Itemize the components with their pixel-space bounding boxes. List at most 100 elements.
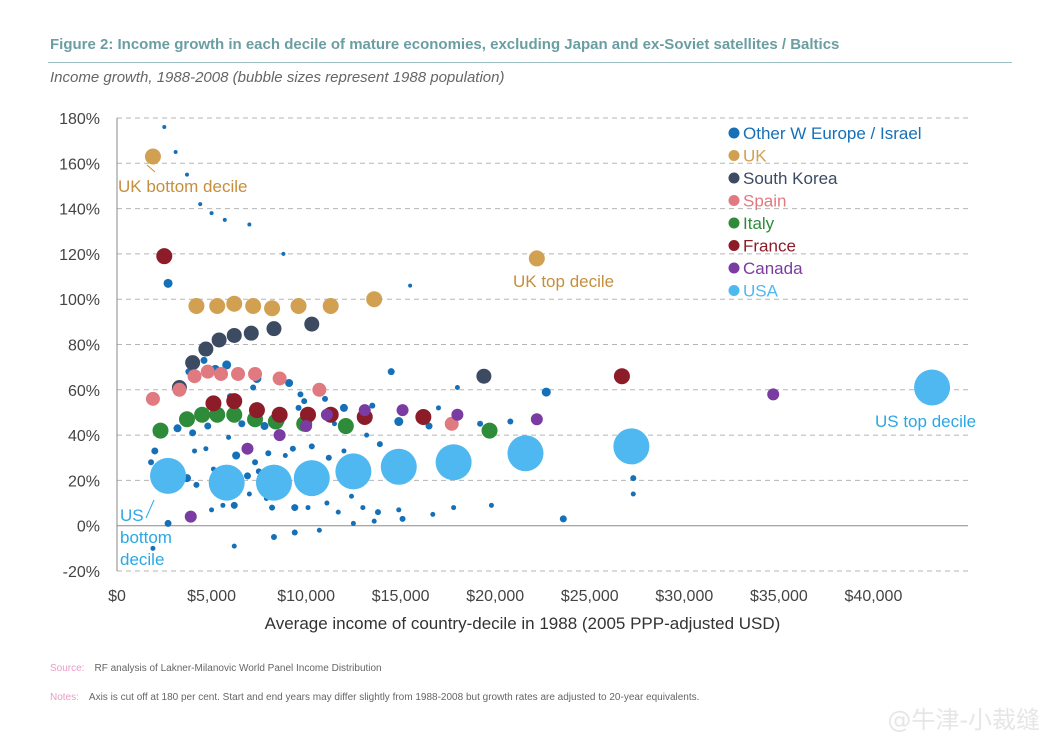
figure-title: Figure 2: Income growth in each decile o… [50,36,840,53]
bubble-spain [312,382,327,397]
footnotes: Source: RF analysis of Lakner-Milanovic W… [50,663,699,721]
bubble-other-w-europe-israel [394,417,404,427]
bubble-other-w-europe-israel [184,172,189,177]
bubble-spain [187,369,202,384]
notes-text: Axis is cut off at 180 per cent. Start a… [88,692,700,703]
us-top-decile-label: US top decile [875,412,976,431]
us-bottom-leader-line [145,499,155,519]
bubble-south-korea [304,316,320,332]
notes-note: Notes: Axis is cut off at 180 per cent. S… [50,692,699,703]
bubble-spain [145,391,160,406]
bubble-other-w-europe-israel [371,518,377,524]
x-tick-label: $10,000 [277,588,335,605]
axes [116,118,968,571]
legend-marker [728,217,740,229]
bubble-other-w-europe-israel [270,534,277,541]
legend-label: Other W Europe / Israel [743,124,922,143]
bubble-other-w-europe-israel [425,422,433,430]
legend-label: USA [743,282,779,301]
bubble-other-w-europe-israel [305,505,311,511]
uk-bottom-decile-label: UK bottom decile [118,177,247,196]
bubble-uk [188,297,205,314]
bubble-other-w-europe-israel [369,402,376,409]
x-tick-label: $15,000 [372,588,430,605]
bubble-other-w-europe-israel [324,500,330,506]
bubble-usa [335,453,372,490]
bubble-france [205,395,222,412]
source-key: Source: [50,663,85,674]
bubble-other-w-europe-israel [316,527,322,533]
bubble-other-w-europe-israel [322,395,329,402]
legend-label: South Korea [743,169,838,188]
bubble-other-w-europe-israel [339,403,348,412]
bubble-south-korea [185,355,201,371]
bubble-other-w-europe-israel [150,545,156,551]
bubble-uk [322,297,339,314]
y-tick-label: 160% [59,156,100,173]
source-text: RF analysis of Lakner-Milanovic World Pa… [94,663,382,674]
bubble-other-w-europe-israel [360,505,366,511]
legend-marker [728,172,740,184]
x-tick-labels: $0 $5,000 $10,000 $15,000 $20,000 $25,000 $30,… [108,588,902,605]
bubble-other-w-europe-israel [173,424,182,433]
us-bottom-decile-label-line1: US [120,506,144,525]
legend-label: Spain [743,192,786,211]
bubble-other-w-europe-israel [222,217,227,222]
bubble-uk [290,297,307,314]
legend-marker [728,240,740,251]
bubble-uk [264,300,281,317]
bubble-other-w-europe-israel [289,445,296,452]
bubble-other-w-europe-israel [193,481,200,488]
bubble-other-w-europe-israel [200,356,208,364]
bubble-other-w-europe-israel [164,519,172,527]
bubble-canada [358,404,371,417]
bubble-other-w-europe-israel [396,507,402,513]
bubble-other-w-europe-israel [477,420,484,427]
bubble-other-w-europe-israel [507,418,514,425]
legend-label: UK [743,147,767,166]
bubble-other-w-europe-israel [265,450,272,457]
bubble-other-w-europe-israel [220,502,226,508]
bubble-france [300,406,317,423]
bubble-canada [241,442,254,455]
bubble-usa [293,460,330,497]
legend-marker [728,262,740,274]
bubble-other-w-europe-israel [232,451,241,460]
y-tick-label: 20% [68,473,100,490]
x-tick-label: $30,000 [655,588,713,605]
bubble-south-korea [476,368,492,384]
us-bottom-decile-label-line3: decile [120,550,164,569]
bubble-other-w-europe-israel [341,448,347,454]
bubble-usa [380,448,417,485]
legend-label: France [743,237,796,256]
y-tick-label: 60% [68,383,100,400]
bubble-france [613,368,630,385]
bubble-south-korea [266,321,282,337]
bubble-usa [914,369,951,406]
bubble-spain [214,366,229,381]
y-tick-label: 180% [59,111,100,128]
bubble-other-w-europe-israel [630,475,637,482]
y-tick-label: 0% [77,519,100,536]
y-tick-label: -20% [63,564,100,581]
bubble-other-w-europe-israel [252,459,259,466]
bubble-other-w-europe-israel [291,504,299,512]
legend-label: Canada [743,259,803,278]
bubble-other-w-europe-israel [541,387,551,397]
bubble-other-w-europe-israel [250,384,257,391]
bubble-other-w-europe-israel [308,443,315,450]
bubble-canada [451,408,464,421]
bubble-usa [435,444,472,481]
y-tick-label: 80% [68,338,100,355]
bubble-italy [194,406,211,423]
bubble-uk [209,297,226,314]
bubble-other-w-europe-israel [331,421,337,427]
bubble-other-w-europe-israel [203,446,209,452]
bubble-other-w-europe-israel [148,459,155,466]
bubble-other-w-europe-israel [454,385,460,391]
bubble-canada [767,388,780,401]
bubble-uk [366,291,383,308]
y-tick-label: 120% [59,247,100,264]
x-tick-label: $25,000 [561,588,619,605]
uk-top-decile-label: UK top decile [513,272,614,291]
